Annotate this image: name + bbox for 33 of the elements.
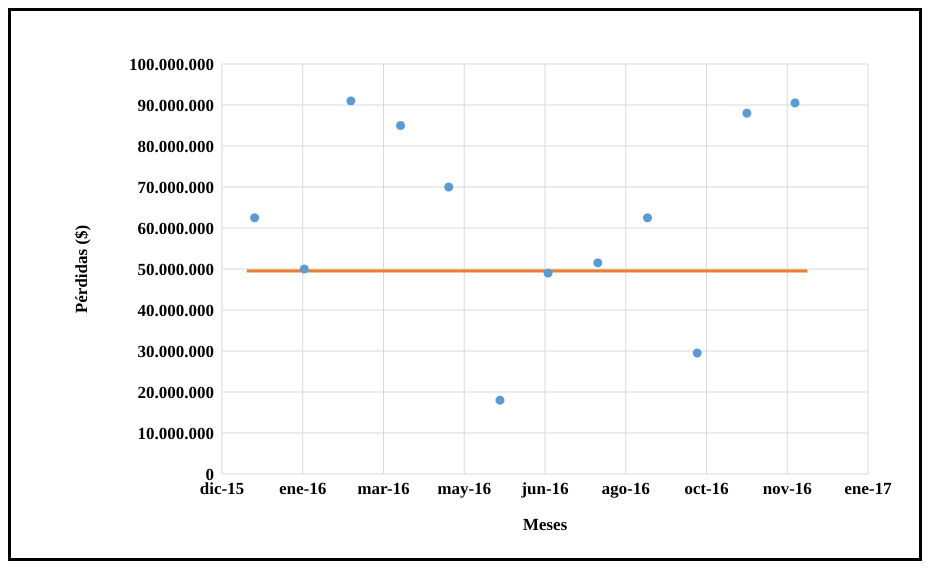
x-axis-title: Meses xyxy=(522,515,568,534)
y-tick-label: 90.000.000 xyxy=(138,96,214,116)
point xyxy=(742,108,752,118)
point xyxy=(790,98,800,108)
y-tick-label: 40.000.000 xyxy=(138,301,214,320)
point xyxy=(642,213,652,222)
point xyxy=(300,264,309,274)
point xyxy=(396,120,406,130)
point xyxy=(544,268,553,278)
y-tick-label: 100.000.000 xyxy=(129,55,214,74)
y-tick-label: 50.000.000 xyxy=(138,260,214,280)
y-tick-label: 10.000.000 xyxy=(138,424,214,444)
y-tick-label: 80.000.000 xyxy=(138,137,214,156)
y-axis-title: Pérdidas ($) xyxy=(72,224,92,314)
x-tick-label: oct-16 xyxy=(684,479,729,498)
x-tick-label: may-16 xyxy=(437,479,492,498)
y-tick-label: 30.000.000 xyxy=(138,342,214,362)
x-tick-label: mar-16 xyxy=(357,479,410,498)
point xyxy=(346,96,356,106)
y-tick-label: 20.000.000 xyxy=(138,383,214,402)
y-tick-label: 70.000.000 xyxy=(138,178,214,198)
point xyxy=(593,258,602,268)
x-tick-label: ene-17 xyxy=(844,479,892,498)
point xyxy=(250,213,260,222)
x-tick-label: dic-15 xyxy=(200,479,244,498)
point xyxy=(495,396,504,405)
x-tick-label: ago-16 xyxy=(602,479,650,498)
x-tick-label: nov-16 xyxy=(762,479,812,498)
point xyxy=(692,348,702,358)
y-tick-label: 60.000.000 xyxy=(138,219,214,238)
point xyxy=(444,182,454,192)
x-tick-label: jun-16 xyxy=(520,479,569,498)
x-tick-label: ene-16 xyxy=(279,479,326,498)
